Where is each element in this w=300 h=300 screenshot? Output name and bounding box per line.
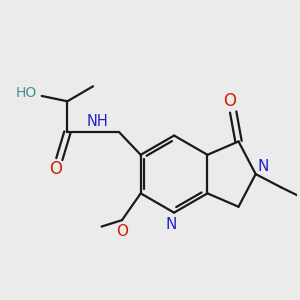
Text: N: N [166, 217, 177, 232]
Text: O: O [116, 224, 128, 239]
Text: N: N [257, 159, 269, 174]
Text: O: O [50, 160, 63, 178]
Text: NH: NH [86, 114, 108, 129]
Text: O: O [224, 92, 236, 110]
Text: HO: HO [16, 86, 37, 100]
